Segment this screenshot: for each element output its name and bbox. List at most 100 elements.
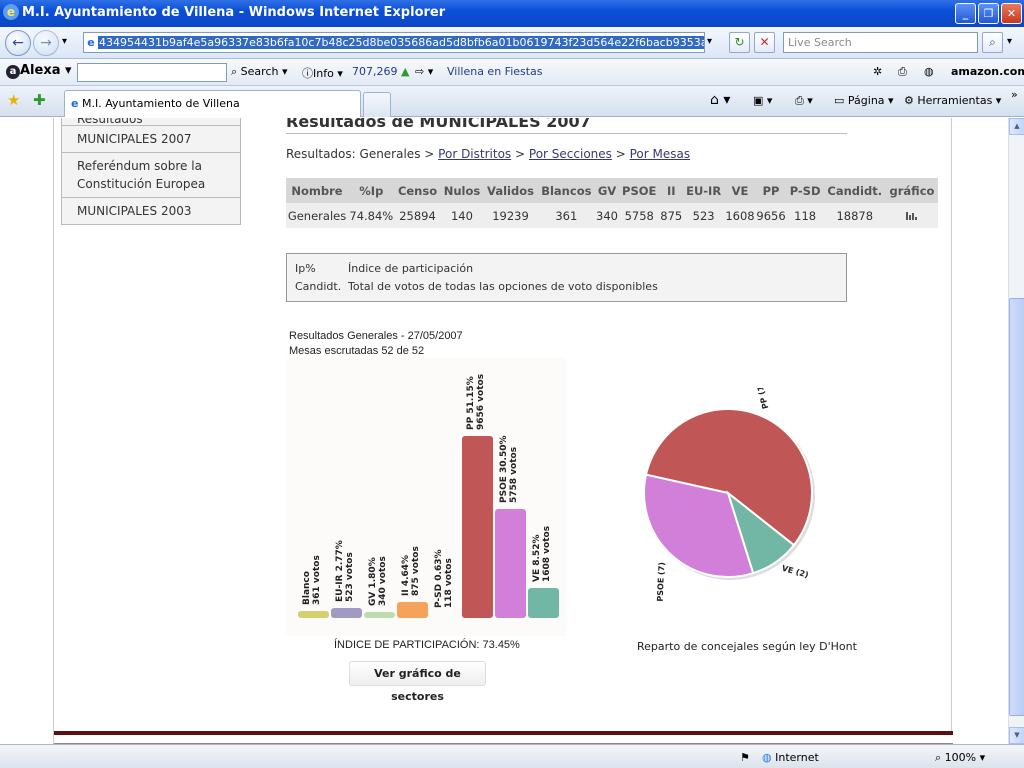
col-header: GV [595,178,619,203]
alexa-rank[interactable]: 707,269 ▲ [352,65,410,78]
vertical-scrollbar[interactable]: ▲ ▼ [1008,118,1024,744]
sidebar-item-referendum[interactable]: Referéndum sobre la Constitución Europea [61,153,241,198]
home-icon[interactable]: ⌂ ▾ [710,92,731,108]
tab-page-icon: e [71,97,79,110]
col-header: Censo [394,178,441,203]
alexa-link-villena[interactable]: Villena en Fiestas [447,65,543,78]
alexa-logo[interactable]: a Alexa ▾ [6,63,72,79]
search-go-button[interactable]: ⌕ [982,32,1003,53]
minimize-button[interactable]: _ [955,3,976,24]
chart-title: Resultados Generales - 27/05/2007 [289,330,463,342]
bar-pp [462,436,493,618]
tab-villena[interactable]: e M.I. Ayuntamiento de Villena [64,90,361,117]
window-title-bar[interactable]: e M.I. Ayuntamiento de Villena - Windows… [0,0,1024,27]
table-row: Generales 74.84% 25894 140 19239 361 340… [286,203,938,228]
favorites-star-icon[interactable]: ★ [7,91,21,109]
table-cell: 1608 [724,203,756,228]
stop-button[interactable]: ✕ [754,32,775,53]
col-header: %Ip [348,178,395,203]
scroll-down-button[interactable]: ▼ [1009,727,1024,744]
zoom-icon: ⌕ [935,751,942,764]
history-dropdown-icon[interactable]: ▾ [62,36,68,47]
breadcrumb-separator: > [615,147,626,161]
page-body: Resultados MUNICIPALES 2007 Referéndum s… [53,118,953,744]
page-icon-small: ▭ [834,94,845,107]
bar-ve [528,588,559,618]
pie-slice-pp [644,408,813,547]
forward-button[interactable]: → [33,30,59,56]
sidebar-item-resultados[interactable]: Resultados [61,118,241,126]
bar-ii [397,602,428,618]
alexa-toolbar: a Alexa ▾ ⌕ Search ▾ ⓘInfo ▾ 707,269 ▲ ⇨ … [0,59,1024,86]
alexa-forward-icon[interactable]: ⇨ ▾ [415,65,434,78]
link-por-secciones[interactable]: Por Secciones [528,147,612,161]
sidebar: Resultados MUNICIPALES 2007 Referéndum s… [61,118,241,225]
sidebar-item-municipales-2003[interactable]: MUNICIPALES 2003 [61,198,241,225]
tab-label: M.I. Ayuntamiento de Villena [81,97,240,110]
navigation-bar: ← → ▾ e 434954431b9af4e5a96337e83b6fa10c7… [0,27,1024,59]
new-tab-button[interactable] [363,92,391,117]
internet-globe-icon: ◍ [762,751,772,764]
scroll-thumb[interactable] [1009,298,1024,716]
search-options-icon[interactable]: ▾ [1007,36,1013,47]
address-bar[interactable]: e 434954431b9af4e5a96337e83b6fa10c7b48c25… [83,32,705,53]
table-cell: 361 [537,203,596,228]
col-header: II [659,178,683,203]
title-divider [286,133,847,134]
add-favorites-icon[interactable]: ✚ [33,91,46,109]
legend-desc: Total de votos de todas las opciones de … [348,280,658,293]
table-cell: 18878 [823,203,886,228]
bar-votes-label: 118 votos [444,558,454,608]
settings-icon[interactable]: ✲ [873,65,883,78]
bar-label: Blanco [302,571,312,605]
alexa-search-input[interactable] [77,63,227,82]
amazon-link[interactable]: amazon.com [951,65,1024,78]
close-window-button[interactable]: ✕ [1001,3,1022,24]
bar-chart-icon[interactable] [905,210,918,220]
seats-pie-chart: PP (12) VE (2) PSOE (7) [643,388,815,602]
results-table: Nombre %Ip Censo Nulos Validos Blancos G… [286,178,938,228]
legend-row: Ip% Índice de participación [295,262,838,280]
gear-icon: ⚙ [904,94,914,107]
link-por-mesas[interactable]: Por Mesas [629,147,691,161]
printer-icon[interactable]: ⎙ [898,65,907,78]
live-search-input[interactable]: Live Search [783,32,978,53]
bar-label: PSOE 30.50% [499,436,509,504]
col-header: Blancos [537,178,596,203]
address-dropdown-icon[interactable]: ▾ [707,36,713,47]
link-por-distritos[interactable]: Por Distritos [438,147,512,161]
maximize-button[interactable]: ❐ [978,3,999,24]
scroll-up-button[interactable]: ▲ [1009,118,1024,135]
tools-menu[interactable]: ⚙ Herramientas ▾ [904,94,1002,107]
protected-mode-icon[interactable]: ⚑ [740,751,750,764]
page-menu[interactable]: ▭ Página ▾ [834,94,894,107]
address-url[interactable]: 434954431b9af4e5a96337e83b6fa10c7b48c25d… [98,36,704,49]
toolbar-overflow-icon[interactable]: » [1011,88,1018,101]
col-header: EU-IR [682,178,725,203]
col-header: P-SD [786,178,824,203]
refresh-button[interactable]: ↻ [729,32,750,53]
alexa-icon: a [6,65,20,79]
sidebar-item-municipales-2007[interactable]: MUNICIPALES 2007 [61,126,241,153]
zone-internet[interactable]: ◍ Internet [762,751,819,764]
alexa-info-button[interactable]: ⓘInfo ▾ [302,67,343,80]
breadcrumb-separator: > [515,147,526,161]
bar-label: EU-IR 2.77% [335,540,345,602]
bar-votes-label: 1608 votos [542,526,552,582]
table-header-row: Nombre %Ip Censo Nulos Validos Blancos G… [286,178,938,203]
pie-label: PP (12) [753,388,770,410]
rank-up-icon: ▲ [401,65,410,78]
alexa-search-button[interactable]: ⌕ Search ▾ [231,65,288,78]
bar-votes-label: 361 votos [312,555,322,605]
print-icon[interactable]: ⎙ ▾ [795,94,813,107]
feeds-icon[interactable]: ▣ ▾ [753,94,773,107]
zoom-level[interactable]: ⌕ 100% ▾ [935,751,986,764]
col-header: VE [724,178,756,203]
tab-bar: ★ ✚ e M.I. Ayuntamiento de Villena ⌂ ▾ ▣… [0,86,1024,117]
ver-grafico-sectores-button[interactable]: Ver gráfico de sectores [349,661,486,703]
info-icon: ⓘ [302,67,313,80]
results-bar-chart: Resultados Generales - 27/05/2007 Mesas e… [286,330,566,651]
back-button[interactable]: ← [5,30,31,56]
table-cell: 19239 [483,203,538,228]
globe-icon[interactable]: ◍ [924,65,934,78]
